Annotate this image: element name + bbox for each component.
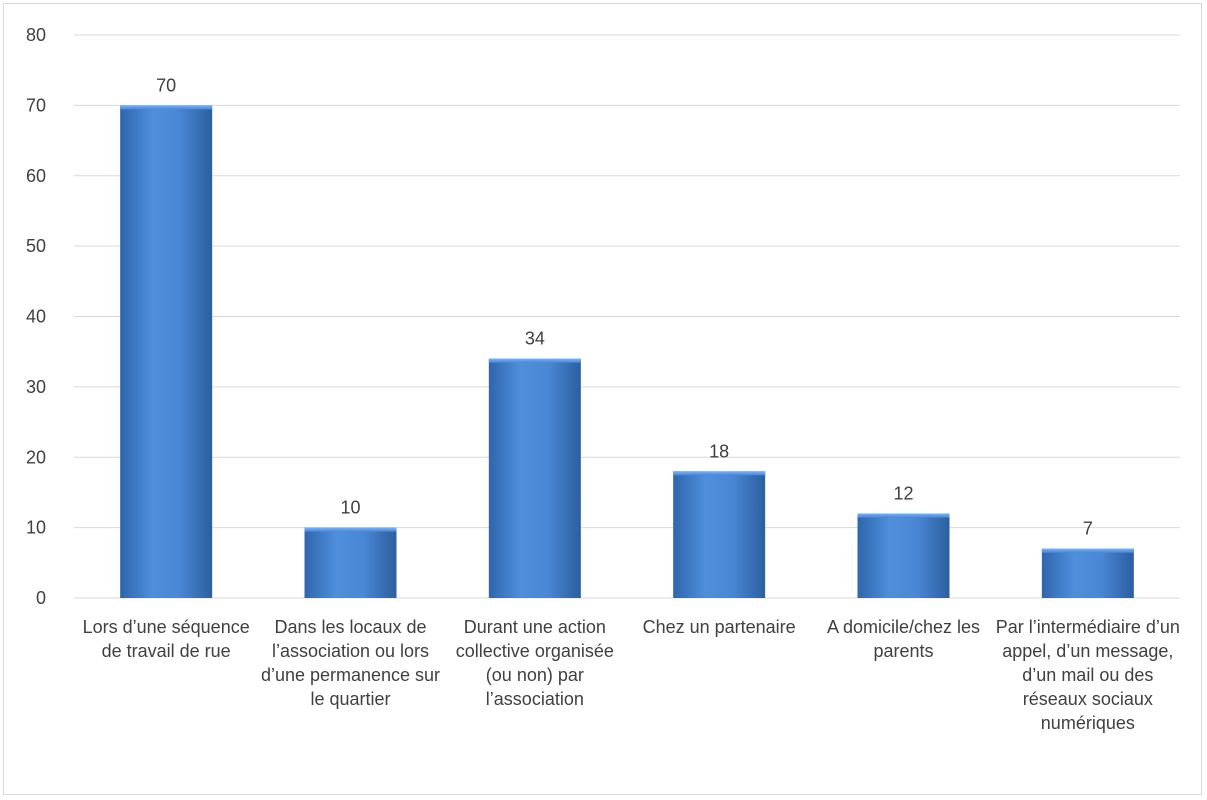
y-axis-ticks: 0 10 20 30 40 50 60 70 80 bbox=[26, 25, 46, 608]
bar-top-highlight bbox=[488, 358, 581, 363]
x-category-label: Lors d’une séquence de travail de rue bbox=[82, 617, 250, 661]
bar-top-highlight bbox=[304, 527, 397, 532]
bar bbox=[120, 105, 213, 598]
data-label: 10 bbox=[340, 498, 360, 518]
bar bbox=[857, 513, 950, 598]
data-label: 7 bbox=[1083, 519, 1093, 539]
bar-top-highlight bbox=[120, 105, 213, 110]
bar-top-highlight bbox=[1041, 548, 1134, 553]
y-tick-label: 30 bbox=[26, 377, 46, 397]
x-category-label: A domicile/chez les parents bbox=[826, 617, 981, 661]
bar bbox=[304, 527, 397, 598]
data-label: 70 bbox=[156, 75, 176, 95]
bar bbox=[488, 358, 581, 598]
y-tick-label: 50 bbox=[26, 236, 46, 256]
y-tick-label: 20 bbox=[26, 447, 46, 467]
data-label: 34 bbox=[525, 329, 545, 349]
gridlines bbox=[74, 34, 1180, 599]
y-tick-label: 0 bbox=[36, 588, 46, 608]
y-tick-label: 80 bbox=[26, 25, 46, 45]
bar bbox=[1041, 548, 1134, 598]
bar-top-highlight bbox=[673, 471, 766, 476]
x-category-label: Dans les locaux de l’association ou lors… bbox=[260, 617, 441, 709]
data-label: 18 bbox=[709, 441, 729, 461]
bar bbox=[673, 471, 766, 598]
y-tick-label: 40 bbox=[26, 307, 46, 327]
x-category-label: Par l’intermédiaire d’un appel, d’un mes… bbox=[995, 617, 1180, 733]
bars bbox=[120, 105, 1134, 598]
x-category-label: Durant une action collective organisée (… bbox=[455, 617, 614, 709]
y-tick-label: 60 bbox=[26, 166, 46, 186]
bar-top-highlight bbox=[857, 513, 950, 518]
x-category-label: Chez un partenaire bbox=[642, 617, 796, 637]
data-label: 12 bbox=[893, 484, 913, 504]
y-tick-label: 10 bbox=[26, 518, 46, 538]
y-tick-label: 70 bbox=[26, 95, 46, 115]
data-labels: 70 10 34 18 12 7 bbox=[156, 75, 1093, 538]
